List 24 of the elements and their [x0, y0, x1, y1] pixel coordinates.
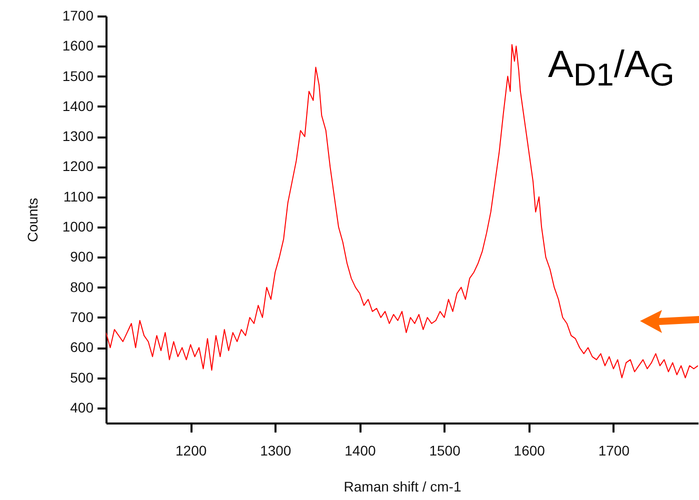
y-tick-label: 1400 [62, 98, 94, 114]
y-axis-title: Counts [24, 198, 40, 242]
x-tick-label: 1300 [260, 442, 292, 458]
x-tick-label: 1500 [429, 442, 461, 458]
x-tick-label: 1700 [598, 442, 630, 458]
line-series [106, 44, 698, 378]
y-tick-label: 700 [70, 308, 94, 325]
y-tick-label: 1500 [62, 68, 94, 84]
y-tick-label: 1000 [62, 218, 94, 235]
y-tick-label: 1300 [62, 128, 94, 144]
y-tick-label: 1700 [62, 8, 94, 24]
y-tick-label: 1200 [62, 158, 94, 174]
y-tick-label: 1600 [62, 38, 94, 54]
y-tick-label: 400 [70, 399, 94, 416]
x-tick-label: 1200 [175, 442, 207, 458]
y-tick-label: 800 [70, 278, 94, 295]
y-tick-label: 600 [70, 339, 94, 356]
x-axis-title: Raman shift / cm-1 [344, 478, 462, 494]
x-tick-label: 1400 [344, 442, 376, 458]
y-tick-label: 900 [70, 248, 94, 265]
y-tick-label: 500 [70, 369, 94, 386]
y-tick-label: 1100 [63, 188, 94, 204]
x-tick-label: 1600 [514, 442, 546, 458]
annotation: A$_{D1}$/A$_{G}$ [548, 44, 674, 94]
